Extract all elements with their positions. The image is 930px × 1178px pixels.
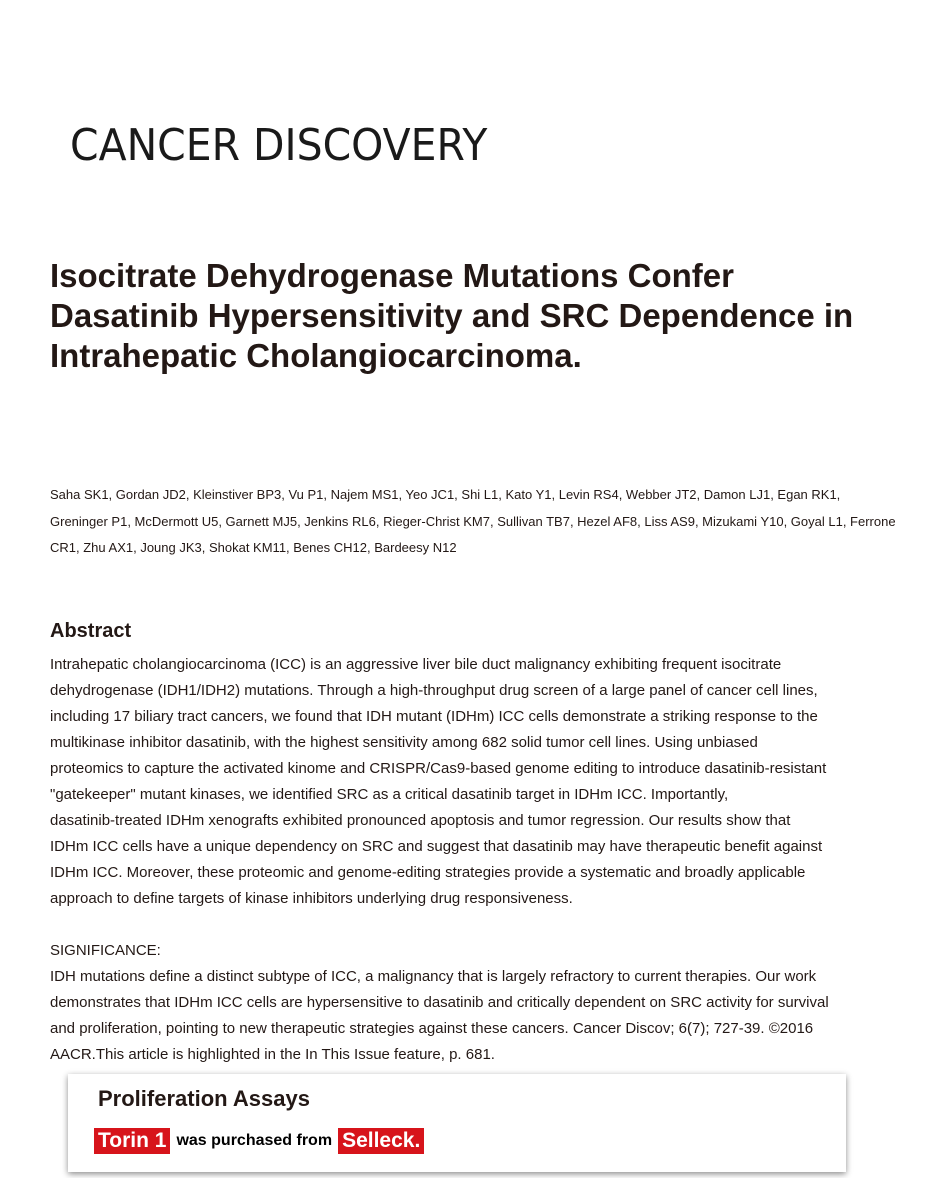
significance-line: IDH mutations define a distinct subtype …: [50, 968, 817, 985]
abstract-line: approach to define targets of kinase inh…: [50, 890, 573, 907]
significance-line: AACR.This article is highlighted in the …: [50, 1046, 495, 1063]
banner-text: was purchased from: [176, 1132, 333, 1149]
abstract-line: "gatekeeper" mutant kinases, we identifi…: [50, 786, 729, 803]
abstract-line: dehydrogenase (IDH1/IDH2) mutations. Thr…: [50, 682, 818, 699]
significance-line: demonstrates that IDHm ICC cells are hyp…: [50, 994, 829, 1011]
banner-title: Proliferation Assays: [98, 1086, 310, 1111]
abstract-line: including 17 biliary tract cancers, we f…: [50, 708, 818, 725]
product-citation-banner: Proliferation Assays Torin 1 was purchas…: [68, 1074, 846, 1172]
significance-line: and proliferation, pointing to new thera…: [50, 1020, 814, 1037]
vendor-tag[interactable]: Selleck.: [338, 1128, 425, 1154]
author-list: Saha SK1, Gordan JD2, Kleinstiver BP3, V…: [50, 487, 896, 555]
abstract-line: IDHm ICC. Moreover, these proteomic and …: [50, 864, 806, 881]
abstract-line: multikinase inhibitor dasatinib, with th…: [50, 734, 758, 751]
abstract-line: Intrahepatic cholangiocarcinoma (ICC) is…: [50, 656, 782, 673]
journal-logo: CANCER DISCOVERY: [70, 120, 488, 171]
abstract-line: proteomics to capture the activated kino…: [50, 760, 827, 777]
banner-row: Torin 1 was purchased from Selleck.: [94, 1128, 425, 1154]
article-title: Isocitrate Dehydrogenase Mutations Confe…: [50, 257, 854, 374]
abstract-heading: Abstract: [50, 620, 132, 642]
product-tag[interactable]: Torin 1: [94, 1128, 171, 1154]
significance-heading: SIGNIFICANCE:: [50, 942, 161, 959]
abstract-line: IDHm ICC cells have a unique dependency …: [50, 838, 823, 855]
abstract-line: dasatinib-treated IDHm xenografts exhibi…: [50, 812, 791, 829]
